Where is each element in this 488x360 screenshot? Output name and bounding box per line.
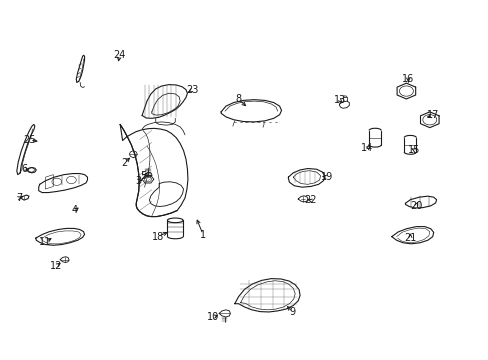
- Text: 2: 2: [121, 158, 127, 168]
- Text: 15: 15: [407, 145, 420, 155]
- Text: 24: 24: [113, 50, 125, 60]
- Text: 5: 5: [140, 171, 146, 181]
- Text: 21: 21: [403, 233, 416, 243]
- Text: 13: 13: [333, 95, 346, 105]
- Text: 17: 17: [426, 111, 438, 121]
- Text: 11: 11: [40, 237, 52, 247]
- Text: 8: 8: [235, 94, 241, 104]
- Text: 9: 9: [288, 307, 295, 317]
- Text: 16: 16: [402, 74, 414, 84]
- Text: 25: 25: [23, 135, 36, 145]
- Text: 22: 22: [304, 195, 316, 206]
- Text: 19: 19: [321, 172, 333, 182]
- Text: 20: 20: [409, 201, 422, 211]
- Text: 12: 12: [50, 261, 62, 271]
- Text: 6: 6: [21, 163, 27, 174]
- Text: 14: 14: [361, 143, 373, 153]
- Text: 3: 3: [135, 176, 142, 186]
- Text: 10: 10: [206, 312, 219, 322]
- Text: 4: 4: [72, 206, 78, 216]
- Text: 23: 23: [186, 85, 198, 95]
- Text: 1: 1: [200, 230, 206, 239]
- Text: 18: 18: [151, 232, 163, 242]
- Text: 7: 7: [16, 193, 22, 203]
